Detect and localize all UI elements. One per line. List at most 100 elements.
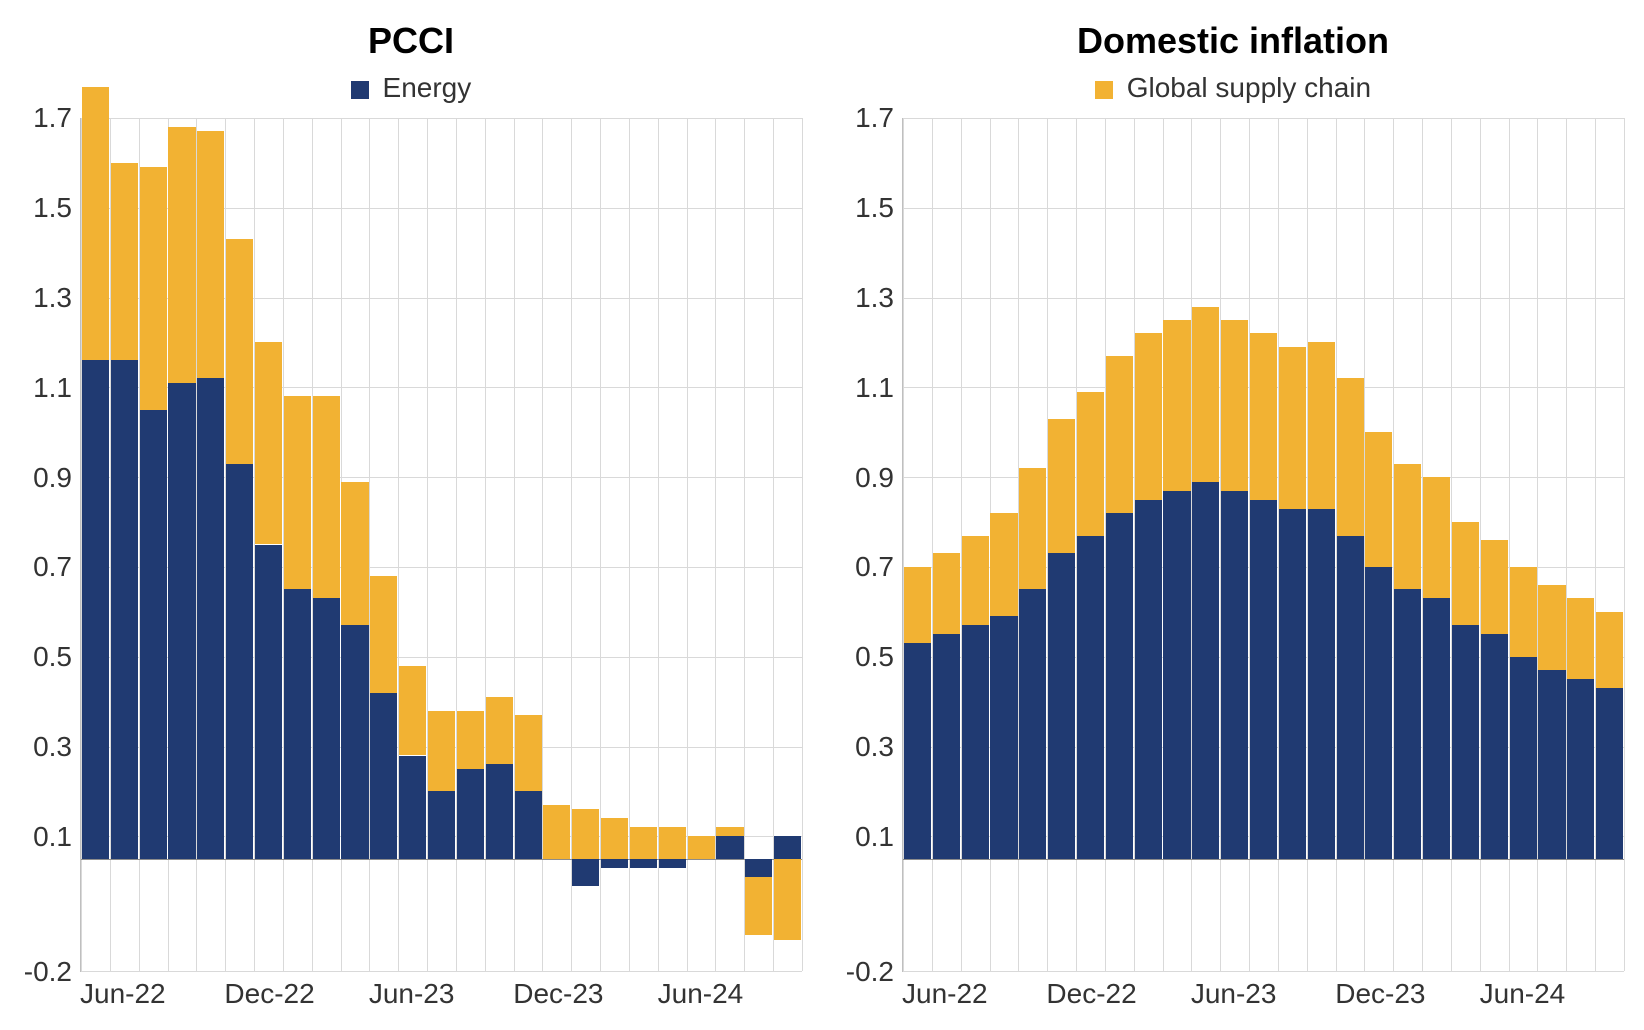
bar-column: [990, 118, 1019, 971]
energy-segment: [630, 859, 657, 868]
gsc-segment: [428, 711, 455, 792]
panel-title: PCCI: [20, 20, 802, 62]
gsc-segment: [111, 163, 138, 361]
bar-column: [1105, 118, 1134, 971]
x-axis-labels-right: Jun-22Dec-22Jun-23Dec-23Jun-24: [842, 978, 1624, 1010]
panel-domestic: Domestic inflation Global supply chain 1…: [842, 20, 1624, 1010]
gsc-segment: [1365, 432, 1392, 567]
gsc-segment: [1135, 333, 1162, 499]
energy-segment: [1510, 657, 1537, 859]
bar-column: [312, 118, 341, 971]
gsc-segment: [543, 805, 570, 859]
y-axis-labels-left: 1.71.51.31.10.90.70.50.30.1-0.2: [20, 118, 80, 972]
energy-segment: [962, 625, 989, 858]
bar-column: [283, 118, 312, 971]
energy-segment: [255, 545, 282, 859]
energy-segment: [1279, 509, 1306, 859]
bar-column: [1538, 118, 1567, 971]
energy-segment: [1163, 491, 1190, 859]
energy-segment: [515, 791, 542, 858]
gsc-segment: [774, 859, 801, 940]
energy-segment: [1394, 589, 1421, 858]
bar-column: [658, 118, 687, 971]
bars-left: [81, 118, 802, 971]
energy-segment: [774, 836, 801, 858]
gsc-segment: [168, 127, 195, 383]
energy-segment: [140, 410, 167, 859]
energy-segment: [716, 836, 743, 858]
gsc-segment: [1048, 419, 1075, 554]
energy-segment: [1481, 634, 1508, 858]
gsc-segment: [370, 576, 397, 693]
energy-segment: [226, 464, 253, 859]
bar-column: [341, 118, 370, 971]
energy-segment: [1538, 670, 1565, 859]
bar-column: [1134, 118, 1163, 971]
energy-segment: [1048, 553, 1075, 858]
gsc-segment: [716, 827, 743, 836]
gsc-segment: [284, 396, 311, 589]
gsc-segment: [572, 809, 599, 858]
energy-segment: [933, 634, 960, 858]
energy-segment: [1567, 679, 1594, 859]
energy-segment: [341, 625, 368, 858]
bar-column: [456, 118, 485, 971]
bar-column: [1595, 118, 1624, 971]
bar-column: [1018, 118, 1047, 971]
gsc-segment: [457, 711, 484, 769]
x-tick-label: Dec-23: [513, 978, 657, 1010]
plot-area-right: [902, 118, 1624, 972]
energy-segment: [1596, 688, 1623, 859]
gsc-segment: [1019, 468, 1046, 589]
gsc-segment: [990, 513, 1017, 616]
bar-column: [485, 118, 514, 971]
energy-segment: [1106, 513, 1133, 859]
gsc-segment: [1538, 585, 1565, 670]
bar-column: [1422, 118, 1451, 971]
energy-segment: [370, 693, 397, 859]
gsc-segment: [255, 342, 282, 544]
energy-segment: [111, 360, 138, 858]
gsc-segment: [1337, 378, 1364, 535]
x-tick-label: Dec-22: [224, 978, 368, 1010]
gsc-swatch: [1095, 81, 1113, 99]
x-tick-label: Dec-23: [1335, 978, 1479, 1010]
gsc-segment: [399, 666, 426, 756]
gsc-segment: [1163, 320, 1190, 491]
legend-right: Global supply chain: [842, 72, 1624, 104]
energy-segment: [82, 360, 109, 858]
energy-segment: [486, 764, 513, 858]
x-tick-label: Jun-22: [80, 978, 224, 1010]
bar-column: [687, 118, 716, 971]
energy-segment: [1337, 536, 1364, 859]
gsc-segment: [1308, 342, 1335, 508]
panel-title: Domestic inflation: [842, 20, 1624, 62]
energy-segment: [1365, 567, 1392, 859]
bar-column: [744, 118, 773, 971]
gsc-segment: [197, 131, 224, 378]
gsc-segment: [515, 715, 542, 791]
bar-column: [716, 118, 745, 971]
chart-wrap-left: 1.71.51.31.10.90.70.50.30.1-0.2: [20, 118, 802, 972]
gsc-segment: [1596, 612, 1623, 688]
energy-swatch: [351, 81, 369, 99]
gsc-segment: [1423, 477, 1450, 598]
x-axis-labels-left: Jun-22Dec-22Jun-23Dec-23Jun-24: [20, 978, 802, 1010]
energy-segment: [313, 598, 340, 858]
bar-column: [1451, 118, 1480, 971]
panel-pcci: PCCI Energy 1.71.51.31.10.90.70.50.30.1-…: [20, 20, 802, 1010]
bar-column: [543, 118, 572, 971]
chart-container: PCCI Energy 1.71.51.31.10.90.70.50.30.1-…: [20, 20, 1624, 1010]
energy-segment: [990, 616, 1017, 858]
y-axis-labels-right: 1.71.51.31.10.90.70.50.30.1-0.2: [842, 118, 902, 972]
energy-segment: [284, 589, 311, 858]
gsc-segment: [745, 877, 772, 935]
gsc-segment: [933, 553, 960, 634]
bar-column: [514, 118, 543, 971]
energy-segment: [1221, 491, 1248, 859]
bar-column: [1047, 118, 1076, 971]
energy-segment: [168, 383, 195, 859]
bar-column: [369, 118, 398, 971]
energy-segment: [1192, 482, 1219, 859]
gsc-segment: [140, 167, 167, 409]
